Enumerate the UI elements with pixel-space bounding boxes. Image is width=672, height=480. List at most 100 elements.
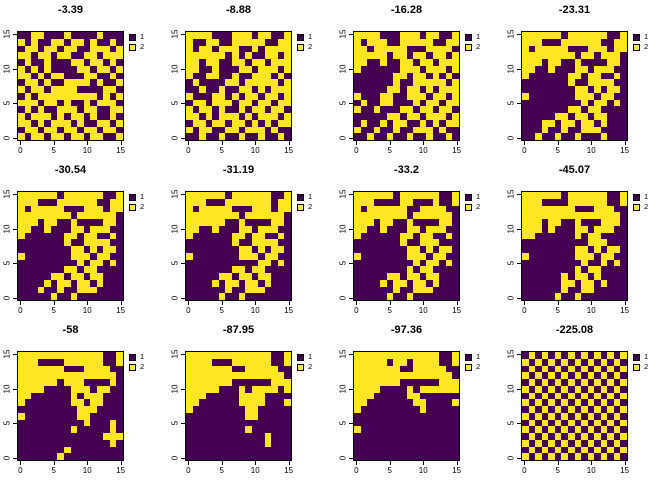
heatmap-cell — [393, 45, 400, 53]
heatmap-cell — [594, 198, 601, 206]
heatmap-cell — [587, 412, 595, 420]
heatmap-cell — [367, 52, 374, 59]
heatmap-cell — [613, 358, 621, 366]
heatmap-cell — [238, 86, 246, 93]
heatmap-cell — [613, 232, 621, 240]
heatmap-cell — [277, 106, 285, 113]
heatmap-cell — [50, 273, 58, 280]
heatmap-cell — [535, 59, 542, 66]
heatmap-cell — [452, 86, 459, 93]
heatmap-cell — [212, 399, 219, 406]
heatmap-cell — [413, 99, 420, 107]
heatmap-cell — [587, 419, 595, 427]
heatmap-cell — [373, 239, 381, 246]
y-axis-tick — [349, 228, 353, 230]
heatmap-cell — [218, 286, 226, 294]
panel-9: -58 0 5 10 15 0 5 10 15 1 2 — [0, 320, 168, 480]
heatmap-cell — [251, 399, 259, 406]
heatmap-cell — [528, 239, 536, 246]
heatmap-cell — [31, 38, 38, 46]
heatmap-cell — [231, 65, 239, 73]
heatmap-cell — [439, 32, 446, 39]
heatmap-cell — [284, 72, 291, 80]
heatmap-cell — [277, 379, 285, 386]
heatmap-cell — [613, 252, 621, 260]
heatmap-cell — [271, 259, 278, 267]
heatmap-cell — [37, 205, 45, 213]
panel-title: -23.31 — [558, 4, 591, 16]
heatmap-cell — [439, 219, 446, 226]
heatmap-cell — [548, 453, 555, 460]
y-axis-tick — [181, 103, 185, 105]
x-axis-tick-label: 10 — [250, 466, 260, 475]
heatmap-cell — [103, 433, 110, 440]
heatmap-cell — [452, 419, 459, 427]
heatmap-cell — [587, 205, 595, 213]
heatmap-cell — [199, 352, 206, 359]
heatmap-cell — [284, 205, 291, 213]
heatmap-cell — [199, 286, 206, 294]
heatmap-cell — [109, 65, 117, 73]
heatmap-cell — [31, 239, 38, 246]
y-axis-tick-label: 0 — [2, 135, 12, 140]
heatmap-cell — [96, 433, 104, 440]
heatmap-cell — [386, 385, 394, 393]
heatmap-cell — [90, 72, 97, 80]
heatmap-cell — [567, 198, 575, 206]
heatmap-cell — [24, 72, 32, 80]
heatmap-cell — [50, 232, 58, 240]
heatmap-cell — [567, 392, 575, 400]
heatmap-cell — [271, 65, 278, 73]
heatmap-cell — [192, 426, 200, 433]
heatmap-cell — [218, 133, 226, 140]
heatmap-cell — [264, 65, 272, 73]
heatmap-cell — [360, 293, 368, 300]
heatmap-cell — [245, 59, 252, 66]
heatmap-cell — [245, 286, 252, 294]
heatmap-cell — [277, 59, 285, 66]
heatmap-cell — [548, 246, 555, 253]
heatmap-cell — [90, 365, 97, 373]
heatmap-cell — [600, 352, 608, 359]
heatmap-cell — [600, 399, 608, 406]
heatmap-cell — [284, 192, 291, 199]
heatmap-cell — [24, 65, 32, 73]
heatmap-cell — [186, 266, 193, 273]
heatmap-cell — [199, 205, 206, 213]
heatmap-cell — [360, 99, 368, 107]
x-axis-tick-label: 5 — [51, 466, 57, 475]
heatmap-cell — [574, 239, 582, 246]
heatmap-cell — [367, 419, 374, 427]
heatmap-cell — [90, 266, 97, 273]
heatmap-cell — [452, 92, 459, 100]
heatmap-cell — [192, 65, 200, 73]
heatmap-cell — [50, 99, 58, 107]
heatmap-cell — [109, 279, 117, 287]
legend-item-label: 1 — [476, 192, 481, 202]
heatmap-cell — [426, 286, 433, 294]
heatmap-cell — [574, 225, 582, 233]
heatmap-cell — [238, 266, 246, 273]
heatmap-cell — [419, 72, 427, 80]
heatmap-cell — [44, 52, 51, 59]
heatmap-cell — [96, 59, 104, 66]
heatmap-cell — [607, 399, 614, 406]
heatmap-cell — [567, 358, 575, 366]
heatmap-cell — [452, 52, 459, 59]
heatmap-cell — [354, 419, 361, 427]
heatmap-cell — [24, 293, 32, 300]
heatmap-cell — [535, 433, 542, 440]
heatmap-cell — [271, 439, 278, 447]
heatmap-cell — [277, 259, 285, 267]
heatmap-cell — [63, 205, 71, 213]
heatmap-cell — [581, 385, 588, 393]
heatmap-cell — [393, 232, 400, 240]
heatmap-cell — [574, 406, 582, 413]
heatmap-cell — [103, 72, 110, 80]
heatmap-cell — [373, 365, 381, 373]
heatmap-cell — [613, 279, 621, 287]
panel-title: -97.36 — [390, 324, 423, 336]
heatmap-cell — [426, 399, 433, 406]
heatmap-cell — [218, 399, 226, 406]
